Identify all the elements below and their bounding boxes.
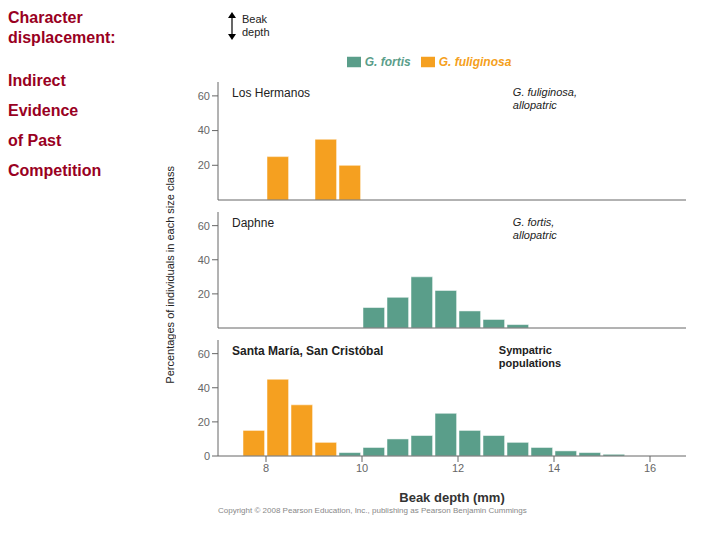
html-text:displacement:: displacement: [8, 29, 116, 46]
html-text:Character: Character [8, 9, 83, 26]
svg-text:Beak depth (mm): Beak depth (mm) [399, 490, 504, 505]
html-text:of Past: of Past [8, 132, 62, 149]
html-text:allopatric: allopatric [512, 99, 557, 111]
html-text:G. fortis: G. fortis [364, 55, 411, 69]
svg-text:16: 16 [644, 462, 656, 474]
svg-text:40: 40 [198, 254, 210, 266]
html-text:allopatric: allopatric [512, 229, 557, 241]
svg-text:40: 40 [198, 124, 210, 136]
html-text:Beak: Beak [242, 13, 268, 25]
svg-text:20: 20 [198, 416, 210, 428]
html-text:populations: populations [498, 357, 562, 369]
html-text:G. fuliginosa: G. fuliginosa [438, 55, 512, 69]
html-text:depth: depth [242, 26, 270, 38]
svg-text:60: 60 [198, 220, 210, 232]
svg-text:14: 14 [548, 462, 560, 474]
html-text:Copyright © 2008 Pearson Educa: Copyright © 2008 Pearson Education, Inc.… [218, 506, 527, 515]
svg-text:20: 20 [198, 288, 210, 300]
svg-text:60: 60 [198, 348, 210, 360]
svg-text:10: 10 [356, 462, 368, 474]
svg-text:8: 8 [263, 462, 269, 474]
html-text:Santa María, San Cristóbal: Santa María, San Cristóbal [232, 344, 384, 358]
html-text:Evidence: Evidence [8, 102, 79, 119]
html-text:Los Hermanos: Los Hermanos [232, 86, 311, 100]
svg-text:12: 12 [452, 462, 464, 474]
svg-text:40: 40 [198, 382, 210, 394]
html-text:Percentages of individuals in: Percentages of individuals in each size … [164, 166, 176, 384]
html-text:Indirect: Indirect [8, 72, 66, 89]
html-text:G. fortis,: G. fortis, [512, 216, 555, 228]
html-text:Daphne: Daphne [232, 216, 275, 230]
svg-text:0: 0 [204, 450, 210, 462]
svg-text:60: 60 [198, 90, 210, 102]
svg-text:20: 20 [198, 159, 210, 171]
html-text:G. fuliginosa,: G. fuliginosa, [512, 86, 577, 98]
html-text:Competition: Competition [8, 162, 102, 179]
html-text:Sympatric: Sympatric [498, 344, 552, 356]
